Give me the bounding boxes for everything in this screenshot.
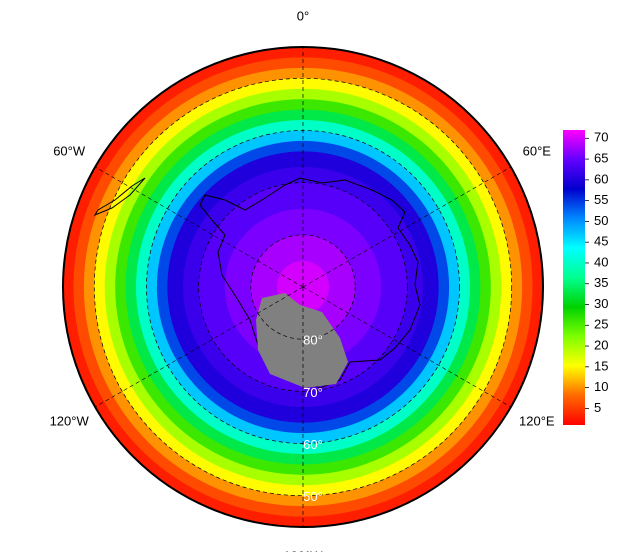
meridian-label: 0° [297, 8, 309, 23]
colorbar-tick-label: 25 [594, 317, 608, 332]
meridian [302, 286, 512, 408]
colorbar-tick-label: 15 [594, 358, 608, 373]
parallel [198, 182, 408, 392]
colorbar-tick-label: 45 [594, 234, 608, 249]
colorbar-tick-label: 65 [594, 151, 608, 166]
parallel-label: 60° [303, 437, 323, 452]
parallel-label: 50° [303, 489, 323, 504]
meridian-label: 120°W [50, 413, 90, 428]
colorbar-tick-label: 50 [594, 213, 608, 228]
meridian-label: 120°E [519, 413, 555, 428]
meridian [94, 166, 304, 288]
meridian-label: 60°W [53, 143, 86, 158]
map-frame [62, 46, 544, 528]
meridian [302, 166, 512, 288]
colorbar-tick-label: 10 [594, 379, 608, 394]
parallel-label: 70° [303, 385, 323, 400]
colorbar-tick-label: 55 [594, 192, 608, 207]
coastline [93, 177, 146, 217]
colorbar-tick-label: 20 [594, 337, 608, 352]
parallel [93, 77, 513, 497]
meridian-label: 60°E [523, 143, 552, 158]
colorbar-tick-label: 30 [594, 296, 608, 311]
colorbar-tick-label: 5 [594, 400, 601, 415]
meridian-label: 180°W [283, 548, 323, 552]
graticule [93, 47, 513, 527]
colorbar [563, 130, 585, 425]
colorbar-tick-label: 70 [594, 130, 608, 145]
parallel-label: 80° [303, 333, 323, 348]
colorbar-tick-label: 40 [594, 254, 608, 269]
meridian [94, 286, 304, 408]
masked-area [256, 293, 348, 388]
colorbar-tick-label: 60 [594, 171, 608, 186]
colorbar-tick-label: 35 [594, 275, 608, 290]
